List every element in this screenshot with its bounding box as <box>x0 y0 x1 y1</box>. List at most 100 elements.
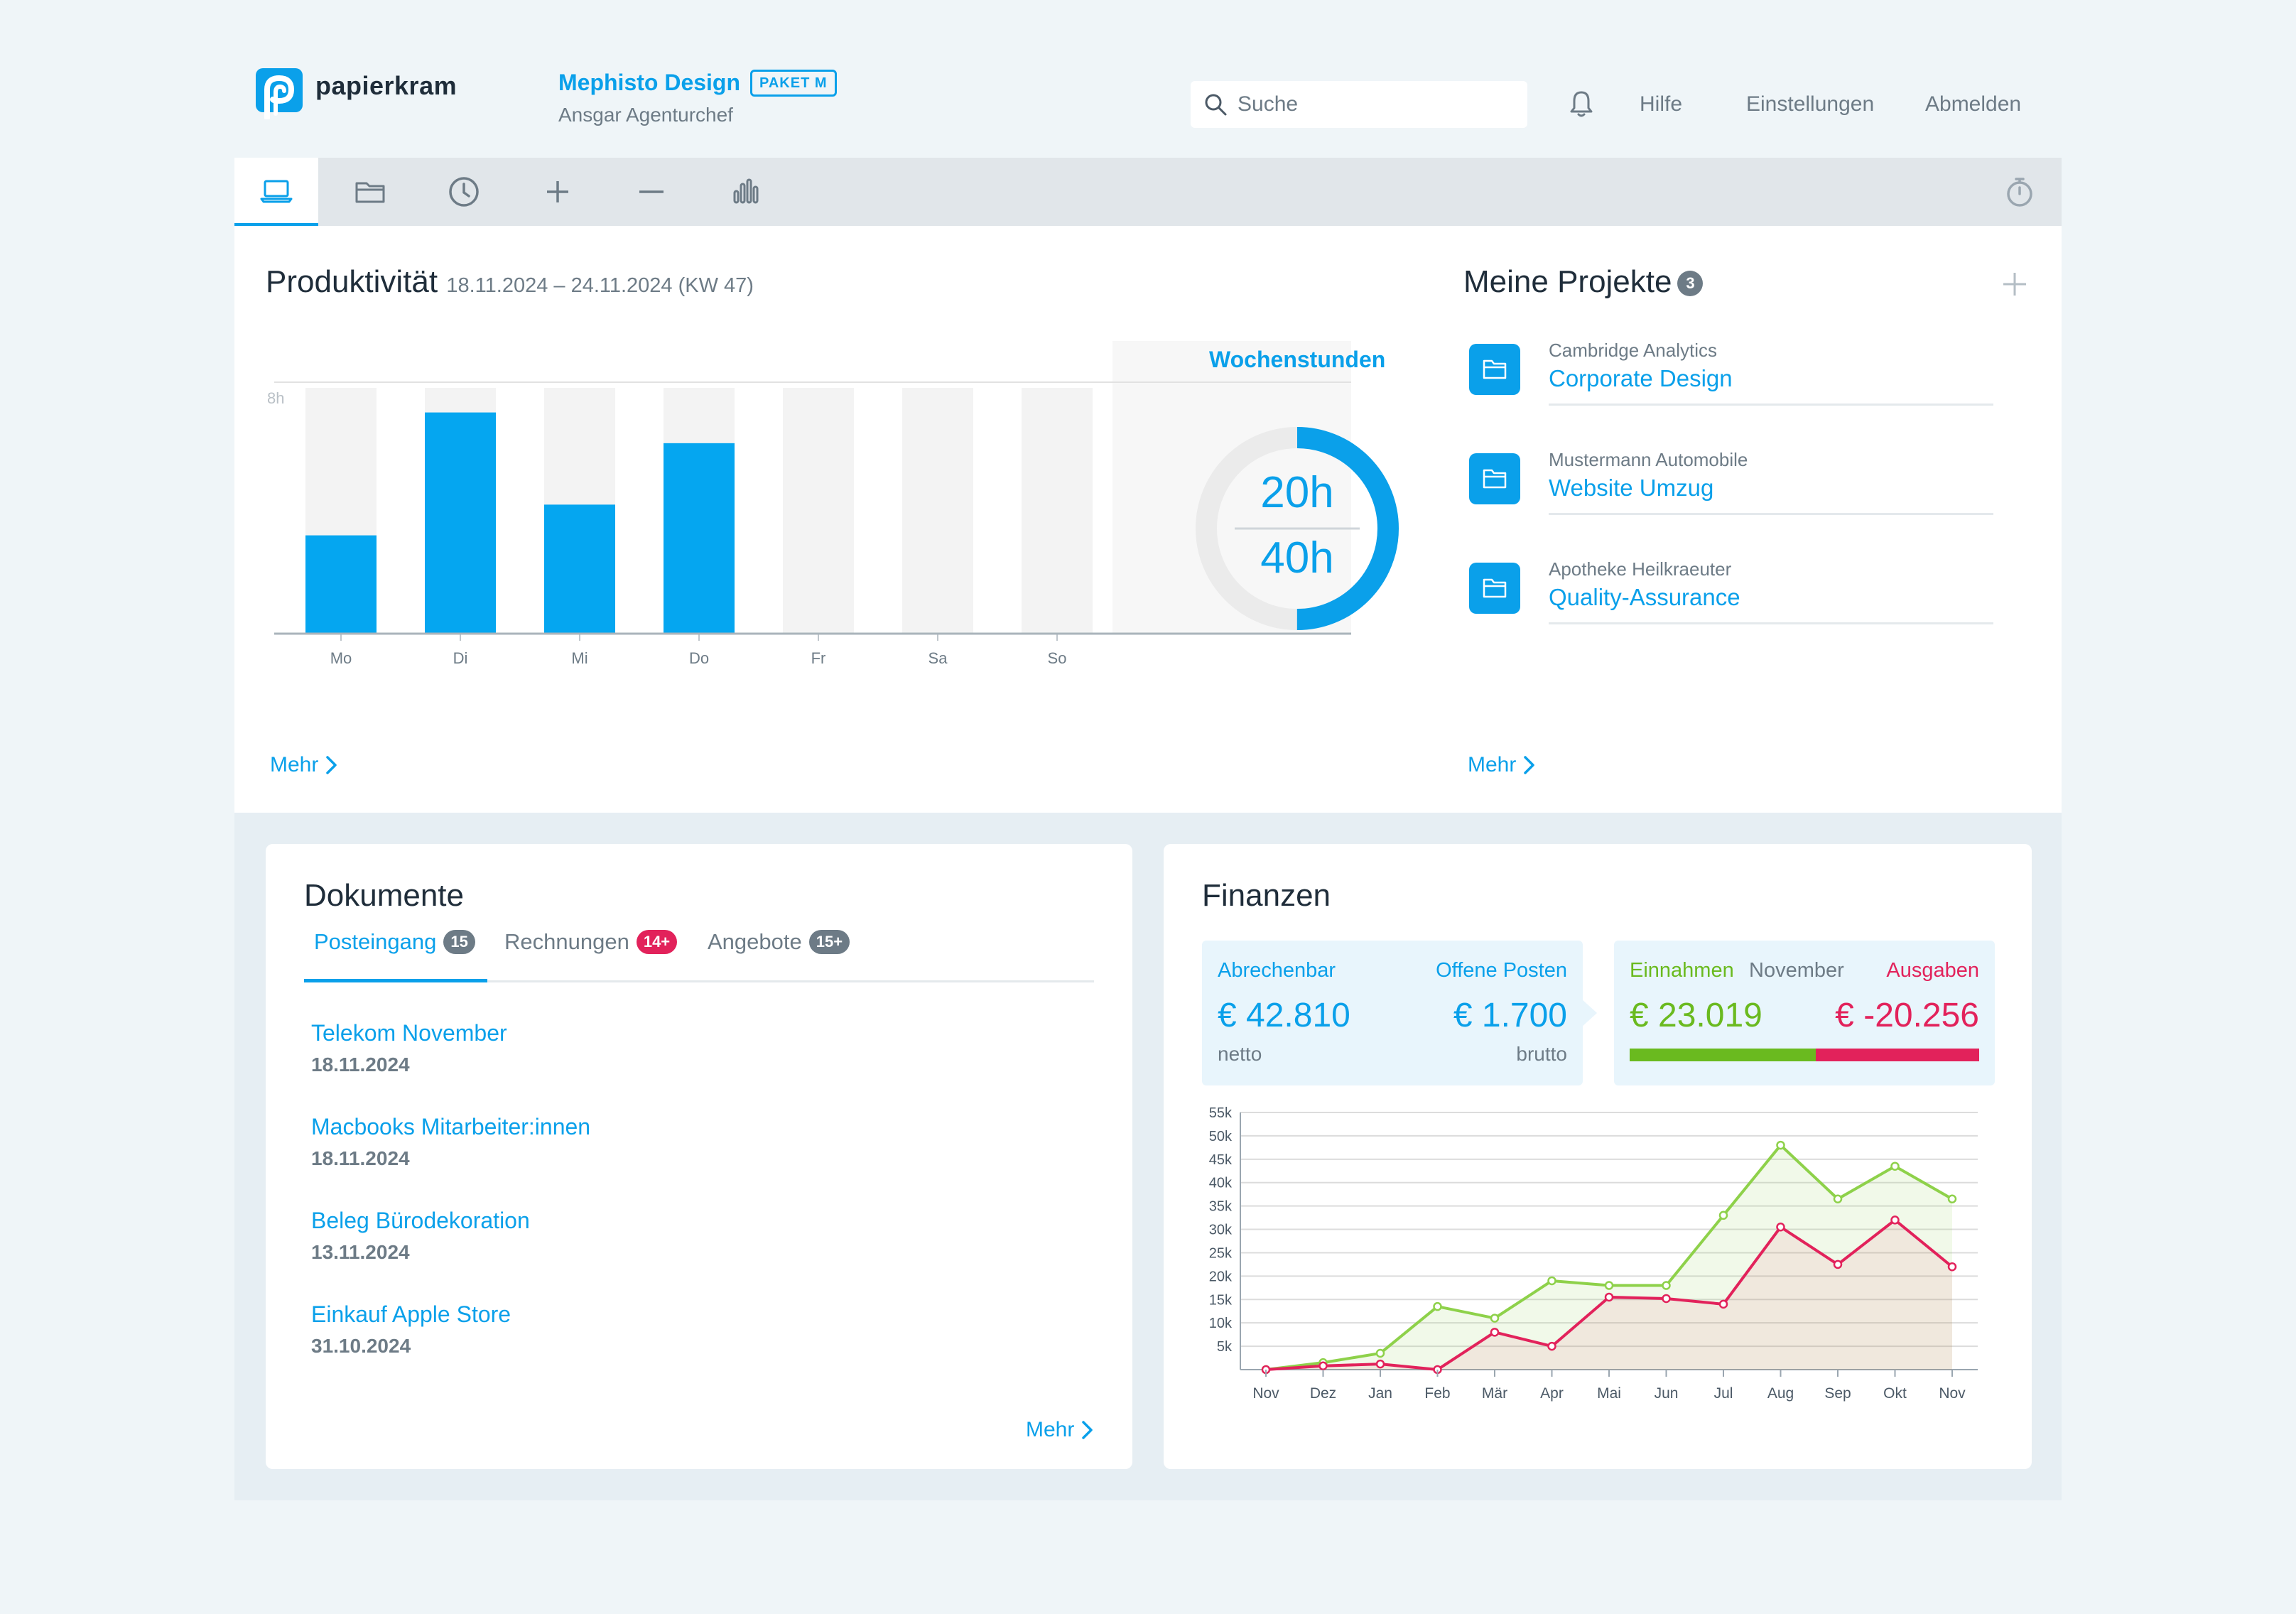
project-item[interactable]: Apotheke Heilkraeuter Quality-Assurance <box>1469 551 1993 637</box>
tab-inbox[interactable]: Posteingang 15 <box>314 929 475 955</box>
document-title[interactable]: Beleg Bürodekoration <box>311 1208 530 1233</box>
chevron-right-icon <box>326 756 337 774</box>
top-header: papierkram Mephisto Design PAKET M Ansga… <box>234 43 2062 156</box>
x-tick-label: Aug <box>1767 1385 1794 1402</box>
tab-projects[interactable] <box>328 158 412 226</box>
income-bar-fill <box>1630 1049 1816 1061</box>
finances-line-chart: 55k 50k 45k 40k 35k 30k 25k 20k 15k 10k 5k Nov Dez Ja… <box>1209 1107 1978 1402</box>
tab-reports[interactable] <box>703 158 787 226</box>
projects-title: Meine Projekte <box>1463 264 1672 299</box>
bar-background <box>902 388 973 634</box>
weekly-hours-label: Wochenstunden <box>1209 347 1386 372</box>
income-expenses-summary[interactable]: Einnahmen November Ausgaben € 23.019 € -… <box>1614 941 1995 1085</box>
tab-inbox-badge: 15 <box>443 930 475 954</box>
tab-time-tracking[interactable] <box>422 158 506 226</box>
tab-offers-label: Angebote <box>708 929 802 954</box>
add-project-icon[interactable] <box>2000 270 2029 298</box>
document-item[interactable]: Telekom November 18.11.2024 <box>311 1020 507 1076</box>
document-item[interactable]: Macbooks Mitarbeiter:innen 18.11.2024 <box>311 1114 590 1170</box>
y-tick-label: 40k <box>1209 1176 1233 1191</box>
documents-more-label: Mehr <box>1026 1418 1075 1441</box>
tab-dashboard[interactable] <box>234 158 318 226</box>
data-point <box>1890 1161 1900 1171</box>
data-point <box>1718 1299 1728 1309</box>
logout-link[interactable]: Abmelden <box>1925 92 2022 116</box>
documents-title: Dokumente <box>304 878 465 913</box>
project-name[interactable]: Corporate Design <box>1549 365 1733 391</box>
help-link[interactable]: Hilfe <box>1640 92 1683 116</box>
search-icon <box>1205 94 1227 116</box>
x-tick-label: Di <box>453 649 468 667</box>
tab-add[interactable] <box>516 158 600 226</box>
bell-icon[interactable] <box>1569 90 1594 118</box>
billable-label: Abrechenbar <box>1218 959 1336 982</box>
data-point <box>1490 1314 1500 1323</box>
data-point <box>1890 1215 1900 1225</box>
document-item[interactable]: Beleg Bürodekoration 13.11.2024 <box>311 1208 530 1264</box>
y-tick-label: 30k <box>1209 1223 1233 1238</box>
data-point <box>1718 1210 1728 1220</box>
productivity-heading: Produktivität 18.11.2024 – 24.11.2024 (K… <box>266 264 754 300</box>
documents-more-link[interactable]: Mehr <box>1026 1418 1094 1442</box>
bar <box>664 443 735 634</box>
open-items-label: Offene Posten <box>1436 959 1567 982</box>
document-item[interactable]: Einkauf Apple Store 31.10.2024 <box>311 1301 511 1358</box>
projects-more-link[interactable]: Mehr <box>1468 753 1536 777</box>
project-folder-icon <box>1469 563 1520 614</box>
document-title[interactable]: Telekom November <box>311 1020 507 1046</box>
data-point <box>1947 1262 1957 1272</box>
y-tick-label: 50k <box>1209 1129 1233 1144</box>
y-tick-label: 55k <box>1209 1107 1233 1121</box>
billable-summary[interactable]: Abrechenbar Offene Posten € 42.810 € 1.7… <box>1202 941 1597 1085</box>
tab-divider <box>304 980 1094 982</box>
x-tick-label: Sep <box>1824 1385 1851 1402</box>
tab-offers[interactable]: Angebote 15+ <box>708 929 850 955</box>
project-client: Mustermann Automobile <box>1549 449 1748 470</box>
organization-name[interactable]: Mephisto Design <box>558 70 741 95</box>
papierkram-logo-icon[interactable] <box>256 68 303 121</box>
x-tick-label: Apr <box>1540 1385 1564 1402</box>
logo-text[interactable]: papierkram <box>315 71 457 100</box>
document-date: 31.10.2024 <box>311 1335 411 1357</box>
billable-note: netto <box>1218 1043 1262 1065</box>
search-box[interactable] <box>1191 81 1527 128</box>
document-title[interactable]: Macbooks Mitarbeiter:innen <box>311 1114 591 1139</box>
data-point <box>1547 1276 1556 1286</box>
x-tick-label: Feb <box>1424 1385 1450 1402</box>
document-title[interactable]: Einkauf Apple Store <box>311 1301 511 1327</box>
tab-stopwatch[interactable] <box>1978 158 2062 226</box>
projects-heading: Meine Projekte 3 <box>1463 264 1704 300</box>
chevron-right-icon <box>1082 1421 1093 1439</box>
project-item[interactable]: Mustermann Automobile Website Umzug <box>1469 442 1993 527</box>
productivity-more-link[interactable]: Mehr <box>270 753 338 777</box>
divider <box>1549 404 1993 406</box>
bar-background <box>783 388 854 634</box>
projects-count-badge: 3 <box>1677 271 1704 297</box>
bar <box>544 504 615 634</box>
expenses-value: € -20.256 <box>1835 997 1979 1034</box>
data-point <box>1662 1294 1671 1304</box>
tab-expense[interactable] <box>610 158 693 226</box>
data-point <box>1490 1328 1500 1337</box>
project-item[interactable]: Cambridge Analytics Corporate Design <box>1469 332 1993 418</box>
search-input[interactable] <box>1238 81 1515 128</box>
y-tick-label: 10k <box>1209 1316 1233 1331</box>
laptop-icon <box>260 180 293 203</box>
plan-badge: PAKET M <box>750 70 837 97</box>
income-expense-bar <box>1630 1049 1979 1061</box>
open-items-value: € 1.700 <box>1453 997 1567 1034</box>
tab-offers-badge: 15+ <box>808 930 850 954</box>
y-tick-label: 15k <box>1209 1292 1233 1308</box>
data-point <box>1318 1361 1328 1370</box>
x-tick-label: Dez <box>1310 1385 1336 1402</box>
y-tick-label: 25k <box>1209 1245 1233 1261</box>
tab-invoices-label: Rechnungen <box>504 929 629 954</box>
settings-link[interactable]: Einstellungen <box>1746 92 1875 116</box>
document-date: 13.11.2024 <box>311 1241 410 1263</box>
toolbar <box>234 158 2062 226</box>
project-name[interactable]: Website Umzug <box>1549 475 1714 501</box>
dashboard-main: Produktivität 18.11.2024 – 24.11.2024 (K… <box>234 158 2062 813</box>
project-name[interactable]: Quality-Assurance <box>1549 584 1740 610</box>
weekly-hours-donut: 20h 40h <box>1191 422 1404 635</box>
tab-invoices[interactable]: Rechnungen 14+ <box>504 929 678 955</box>
